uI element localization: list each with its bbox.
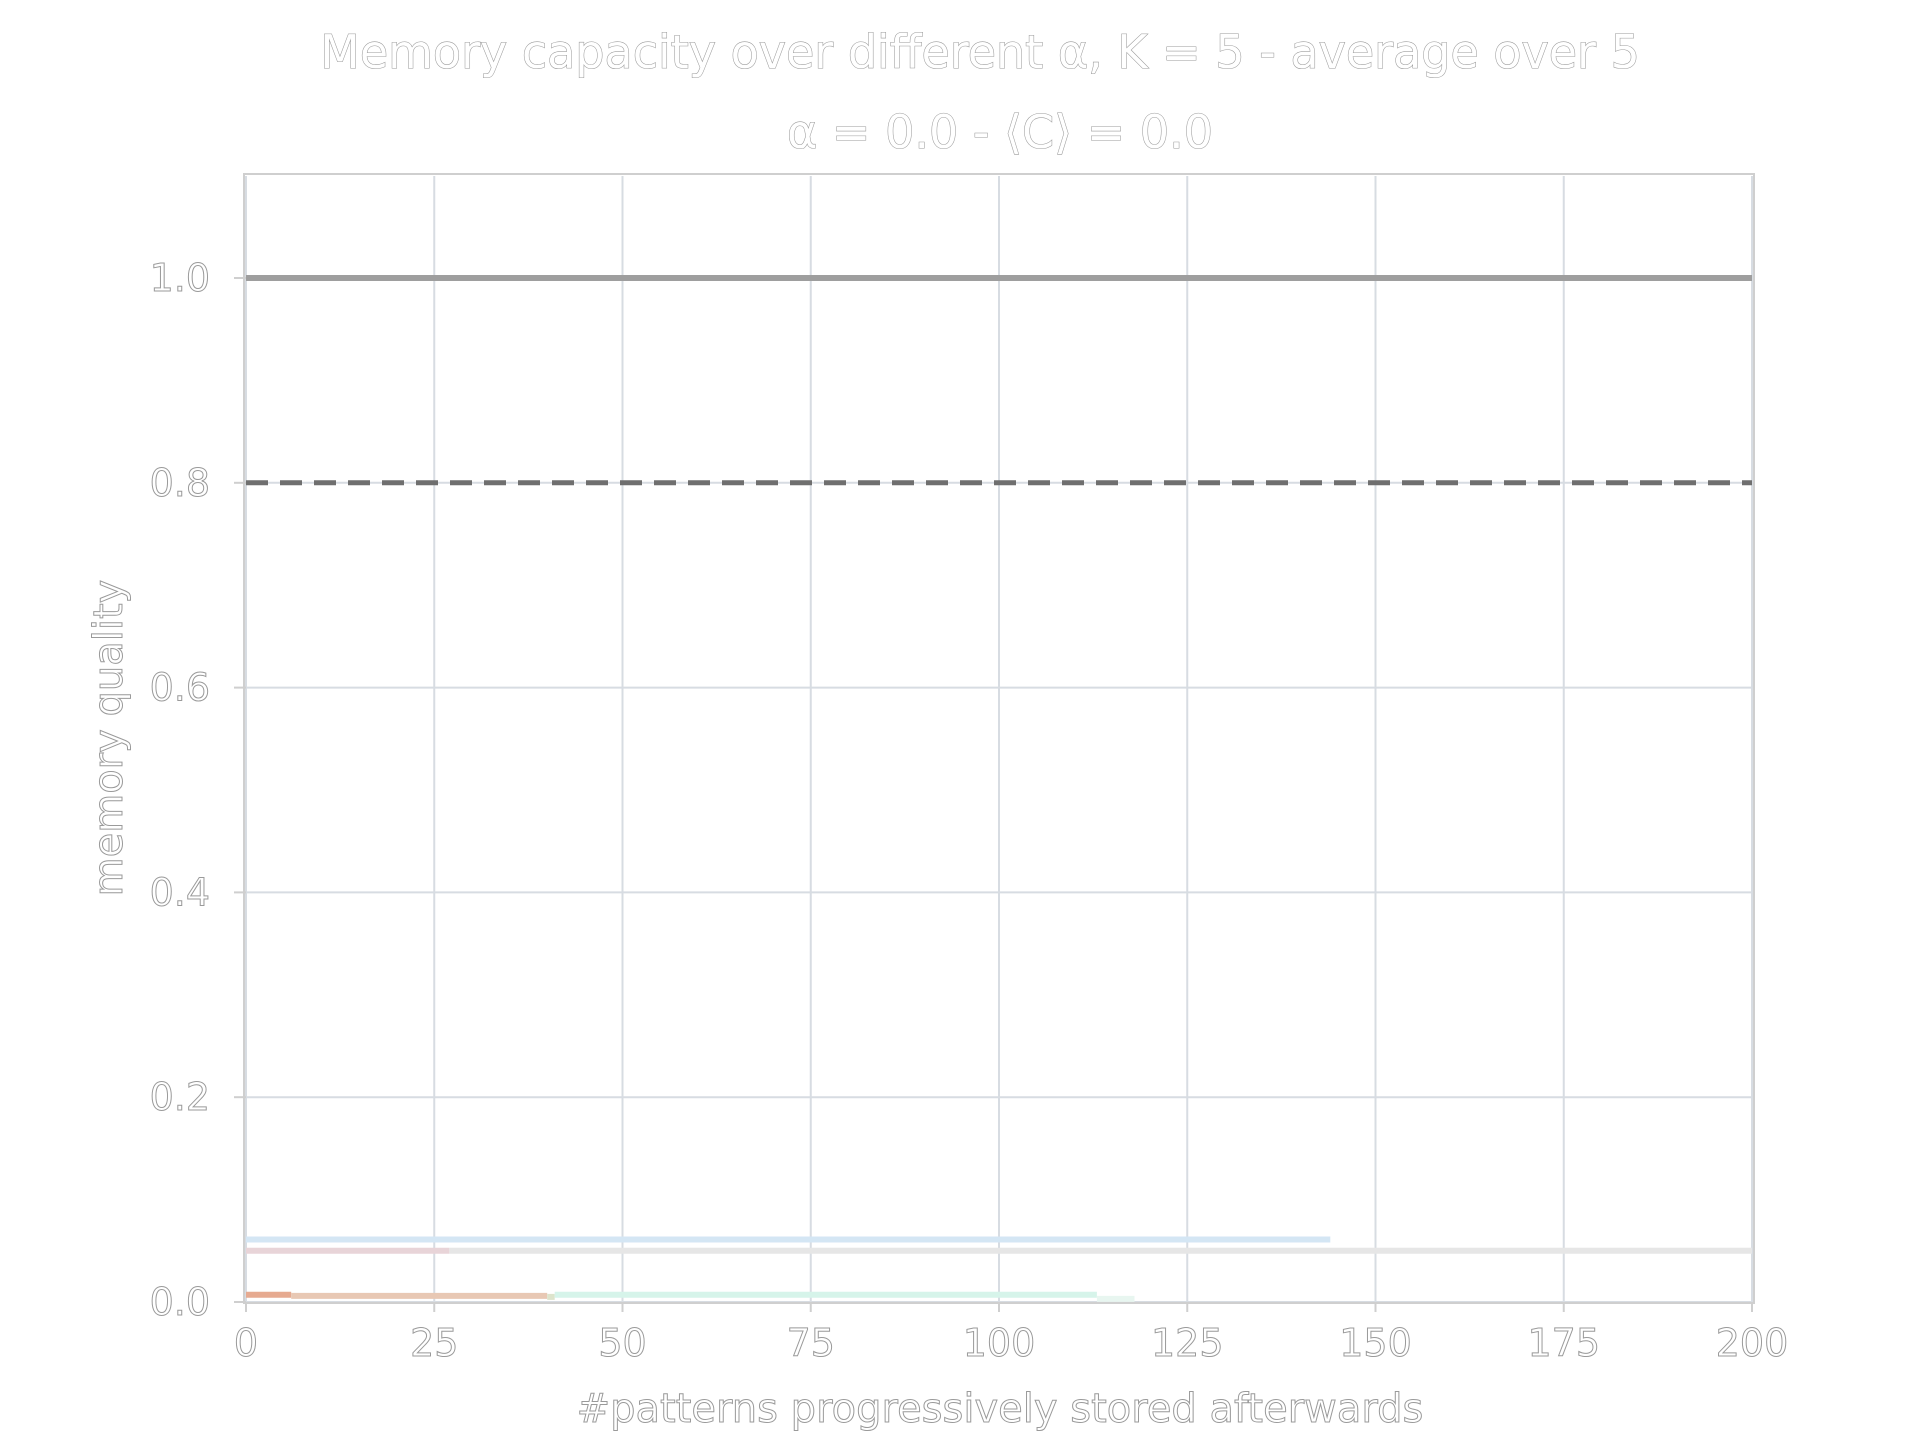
x-axis-label: #patterns progressively stored afterward…	[577, 1386, 1424, 1432]
y-tick-label-2: 0.4	[150, 870, 210, 914]
x-tick-label-0: 0	[234, 1321, 258, 1365]
series-lines	[246, 1236, 1752, 1302]
x-tick-label-3: 75	[787, 1321, 835, 1365]
reference-lines	[246, 275, 1752, 486]
y-tick-label-1: 0.2	[150, 1075, 210, 1119]
y-axis-label: memory quality	[86, 580, 132, 897]
x-tick-label-5: 125	[1151, 1321, 1224, 1365]
x-tick-label-4: 100	[963, 1321, 1036, 1365]
x-tick-label-7: 175	[1527, 1321, 1600, 1365]
x-tick-label-2: 50	[598, 1321, 646, 1365]
chart-title-line1: Memory capacity over different α, K = 5 …	[320, 25, 1640, 79]
x-tick-label-8: 200	[1716, 1321, 1789, 1365]
y-tick-label-5: 1.0	[150, 256, 210, 300]
x-tick-label-6: 150	[1339, 1321, 1412, 1365]
y-tick-label-3: 0.6	[150, 666, 210, 710]
y-axis-ticks: 0.0 0.2 0.4 0.6 0.8 1.0	[149, 256, 246, 1325]
x-axis-ticks: 0 25 50 75 100 125 150 175 200	[233, 1302, 1789, 1366]
y-tick-label-4: 0.8	[150, 461, 210, 505]
grid	[245, 176, 1753, 1303]
y-tick-label-0: 0.0	[150, 1280, 210, 1324]
x-tick-label-1: 25	[410, 1321, 458, 1365]
chart-title-line2: α = 0.0 - ⟨C⟩ = 0.0	[787, 105, 1213, 159]
